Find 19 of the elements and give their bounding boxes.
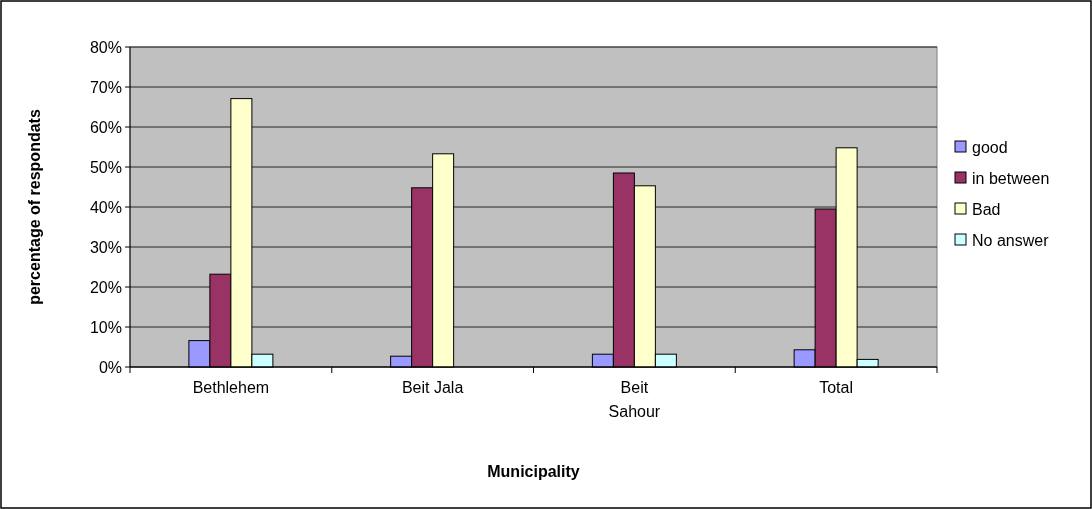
y-tick-label: 30% — [89, 238, 122, 256]
legend-label: No answer — [972, 231, 1050, 249]
legend-label: Bad — [972, 200, 1001, 218]
legend-label: in between — [972, 169, 1050, 187]
y-tick-label: 50% — [89, 158, 122, 176]
x-tick-label: Beit Sahour — [608, 379, 661, 420]
y-tick-label: 40% — [89, 198, 122, 216]
y-tick-label: 10% — [89, 318, 122, 336]
x-tick-label: Bethlehem — [192, 379, 270, 396]
y-tick-label: 0% — [98, 358, 122, 376]
y-tick-label: 70% — [89, 78, 122, 96]
y-tick-label: 60% — [89, 118, 122, 136]
y-axis-title: percentage of respondats — [26, 109, 43, 305]
x-tick-label: Beit Jala — [401, 379, 464, 396]
x-tick-label: Total — [819, 379, 854, 396]
y-tick-label: 80% — [89, 38, 122, 56]
legend-label: good — [972, 138, 1008, 156]
x-axis-title: Municipality — [487, 463, 580, 480]
y-tick-label: 20% — [89, 278, 122, 296]
